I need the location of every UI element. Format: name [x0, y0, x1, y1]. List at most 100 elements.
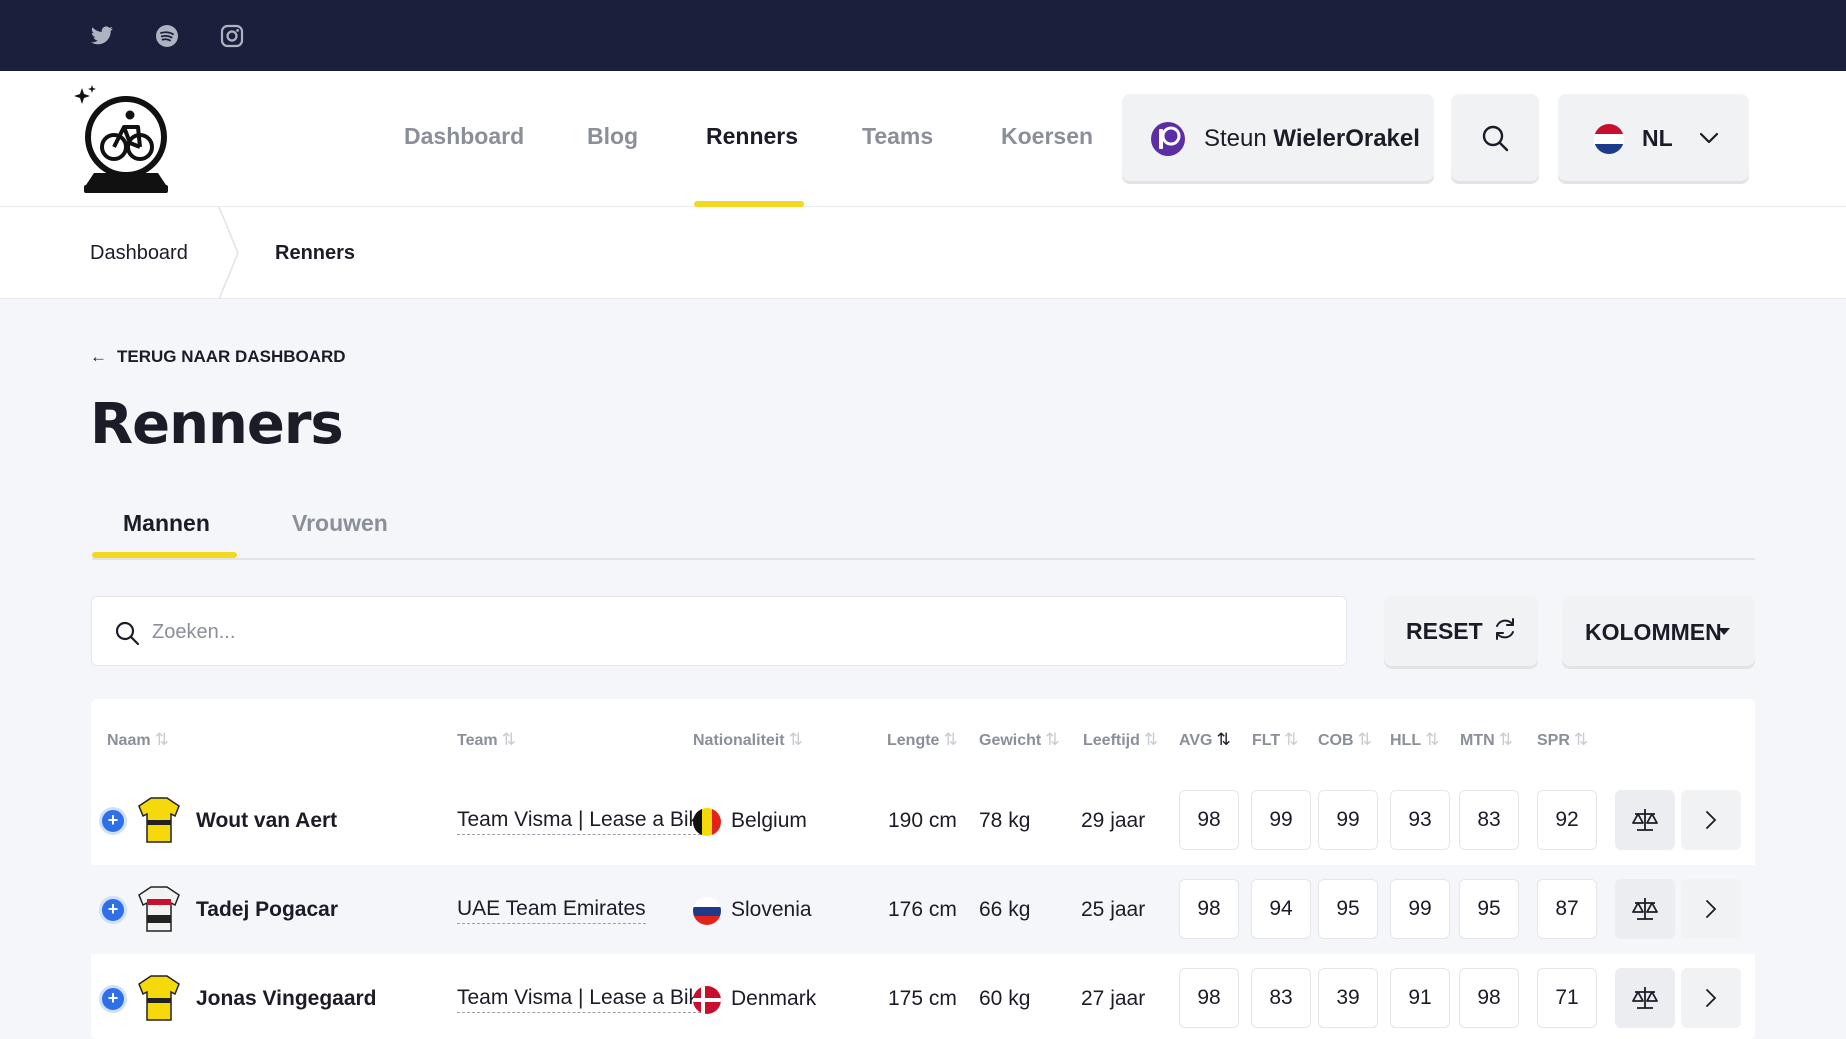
rider-team[interactable]: Team Visma | Lease a Bike	[457, 808, 711, 835]
header-mtn[interactable]: MTN ⇅	[1460, 730, 1513, 749]
rider-details-button[interactable]	[1681, 968, 1741, 1028]
add-rider-button[interactable]: +	[99, 807, 127, 835]
nav-koersen[interactable]: Koersen	[1001, 123, 1094, 149]
tab-mannen[interactable]: Mannen	[123, 510, 210, 536]
columns-dropdown-button[interactable]: KOLOMMEN	[1562, 596, 1755, 666]
rider-details-button[interactable]	[1681, 879, 1741, 939]
compare-button[interactable]	[1615, 790, 1675, 850]
chevron-right-icon	[1706, 989, 1717, 1007]
rider-nationality: Denmark	[731, 987, 817, 1010]
rider-nationality: Belgium	[731, 809, 807, 832]
nav-teams[interactable]: Teams	[862, 123, 934, 149]
rider-team[interactable]: UAE Team Emirates	[457, 897, 646, 924]
breadcrumb-dashboard[interactable]: Dashboard	[90, 242, 188, 264]
search-icon	[1482, 125, 1509, 152]
caret-down-icon	[1718, 628, 1730, 635]
chevron-right-icon	[1706, 811, 1717, 829]
social-bar	[0, 0, 1846, 71]
sort-icon: ⇅	[1573, 730, 1589, 749]
rider-details-button[interactable]	[1681, 790, 1741, 850]
header-search-button[interactable]	[1451, 94, 1539, 181]
scale-icon	[1632, 809, 1658, 831]
rider-nationality: Slovenia	[731, 898, 812, 921]
rider-team[interactable]: Team Visma | Lease a Bike	[457, 986, 711, 1013]
breadcrumb-current: Renners	[275, 242, 356, 264]
language-selector[interactable]: NL	[1558, 94, 1749, 181]
main-header: Dashboard Blog Renners Teams Koersen Ste…	[0, 71, 1846, 207]
refresh-icon	[1496, 618, 1514, 640]
sort-icon: ⇅	[1425, 730, 1440, 749]
header-naam[interactable]: Naam ⇅	[107, 730, 169, 749]
rider-age: 27 jaar	[1081, 987, 1146, 1010]
support-label: Steun WielerOrakel	[1204, 125, 1420, 152]
rider-height: 176 cm	[888, 898, 957, 921]
stat-avg: 98	[1179, 790, 1239, 850]
nav-renners[interactable]: Renners	[706, 123, 799, 149]
compare-button[interactable]	[1615, 968, 1675, 1028]
stat-mtn: 83	[1459, 790, 1519, 850]
nav-active-indicator	[694, 201, 804, 207]
tab-vrouwen[interactable]: Vrouwen	[292, 510, 388, 536]
add-rider-button[interactable]: +	[99, 896, 127, 924]
back-to-dashboard-link[interactable]: ← TERUG NAAR DASHBOARD	[90, 347, 346, 366]
sort-icon: ⇅	[1216, 730, 1231, 749]
page-title: Renners	[90, 392, 344, 457]
stat-spr: 87	[1537, 879, 1597, 939]
nav-blog[interactable]: Blog	[587, 123, 639, 149]
header-lengte[interactable]: Lengte ⇅	[887, 730, 958, 749]
support-button[interactable]: Steun WielerOrakel	[1122, 94, 1434, 181]
patreon-icon	[1151, 122, 1185, 156]
nav-dashboard[interactable]: Dashboard	[404, 123, 525, 149]
header-spr[interactable]: SPR ⇅	[1537, 730, 1589, 749]
header-team[interactable]: Team ⇅	[457, 730, 516, 749]
stat-mtn: 98	[1459, 968, 1519, 1028]
team-jersey-icon	[138, 886, 180, 932]
twitter-icon[interactable]	[90, 24, 114, 48]
sort-icon: ⇅	[943, 730, 958, 749]
rider-name[interactable]: Tadej Pogacar	[196, 898, 338, 921]
add-rider-button[interactable]: +	[99, 985, 127, 1013]
sort-icon: ⇅	[501, 730, 516, 749]
header-leeftijd[interactable]: Leeftijd ⇅	[1083, 730, 1159, 749]
header-gewicht[interactable]: Gewicht ⇅	[979, 730, 1060, 749]
rider-age: 25 jaar	[1081, 898, 1146, 921]
instagram-icon[interactable]	[220, 24, 244, 48]
stat-avg: 98	[1179, 968, 1239, 1028]
netherlands-flag-icon	[1594, 124, 1624, 154]
wielerorakel-logo[interactable]	[70, 85, 176, 195]
sort-icon: ⇅	[1143, 730, 1159, 749]
breadcrumb: Dashboard Renners	[0, 207, 1846, 299]
denmark-flag-icon	[693, 986, 721, 1014]
sort-icon: ⇅	[1284, 730, 1299, 749]
columns-label: KOLOMMEN	[1585, 619, 1722, 645]
scale-icon	[1632, 987, 1658, 1009]
arrow-left-icon: ←	[90, 347, 107, 366]
spotify-icon[interactable]	[155, 24, 179, 48]
header-nationaliteit[interactable]: Nationaliteit ⇅	[693, 730, 803, 749]
sort-icon: ⇅	[788, 730, 803, 749]
header-hll[interactable]: HLL ⇅	[1390, 730, 1440, 749]
stat-avg: 98	[1179, 879, 1239, 939]
stat-flt: 94	[1251, 879, 1311, 939]
chevron-down-icon	[1699, 132, 1719, 144]
reset-label: RESET	[1406, 618, 1483, 644]
stat-cob: 99	[1318, 790, 1378, 850]
header-cob[interactable]: COB ⇅	[1318, 730, 1372, 749]
rider-name[interactable]: Wout van Aert	[196, 809, 338, 832]
rider-height: 175 cm	[888, 987, 957, 1010]
rider-weight: 66 kg	[979, 898, 1031, 921]
breadcrumb-separator	[218, 207, 239, 299]
stat-spr: 71	[1537, 968, 1597, 1028]
slovenia-flag-icon	[693, 897, 721, 925]
rider-age: 29 jaar	[1081, 809, 1146, 832]
language-code: NL	[1642, 125, 1673, 151]
belgium-flag-icon	[693, 808, 721, 836]
reset-button[interactable]: RESET	[1384, 596, 1538, 666]
tab-active-indicator	[92, 552, 237, 558]
rider-height: 190 cm	[888, 809, 957, 832]
rider-name[interactable]: Jonas Vingegaard	[196, 987, 377, 1010]
header-flt[interactable]: FLT ⇅	[1252, 730, 1299, 749]
search-input[interactable]	[152, 615, 1302, 649]
compare-button[interactable]	[1615, 879, 1675, 939]
header-avg[interactable]: AVG ⇅	[1179, 730, 1231, 749]
